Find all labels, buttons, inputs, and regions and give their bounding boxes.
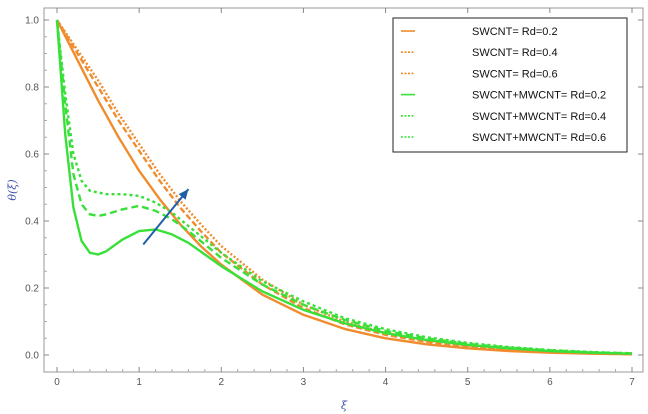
axes: 0 1 2 3 4 5 6 7 0.0 0.2 0.4 0.6 0.8 1.0 [25,7,644,388]
y-tick-label: 0.4 [25,217,39,228]
trend-arrow-head [178,189,189,200]
plot-area [55,19,633,356]
x-tick-label: 4 [383,377,389,388]
legend-label-6: SWCNT+MWCNT= Rd=0.6 [472,132,606,144]
legend-label-4: SWCNT+MWCNT= Rd=0.2 [472,90,606,102]
y-tick-label: 0.6 [25,150,39,161]
x-tick-label: 0 [54,377,60,388]
x-tick-label: 1 [136,377,142,388]
legend: SWCNT= Rd=0.2 SWCNT= Rd=0.4 SWCNT= Rd=0.6 S… [392,17,628,153]
y-tick-label: 1.0 [25,16,39,27]
x-tick-label: 6 [547,377,553,388]
x-axis-label: ξ [341,399,348,412]
y-tick-label: 0.0 [25,351,39,362]
x-tick-label: 5 [465,377,471,388]
x-tick-label: 2 [219,377,225,388]
legend-label-1: SWCNT= Rd=0.2 [472,26,558,38]
legend-label-3: SWCNT= Rd=0.6 [472,68,558,80]
series-line-5 [55,19,633,355]
legend-box [392,17,628,153]
x-tick-label: 3 [301,377,307,388]
y-axis-label: θ(ξ) [6,179,19,200]
y-tick-label: 0.8 [25,83,39,94]
y-tick-label: 0.2 [25,284,39,295]
plot-frame [43,7,644,373]
series-line-6 [55,19,633,355]
legend-label-5: SWCNT+MWCNT= Rd=0.4 [472,111,606,123]
legend-label-2: SWCNT= Rd=0.4 [472,47,558,59]
trend-arrow-shaft [142,188,190,246]
x-tick-label: 7 [629,377,635,388]
